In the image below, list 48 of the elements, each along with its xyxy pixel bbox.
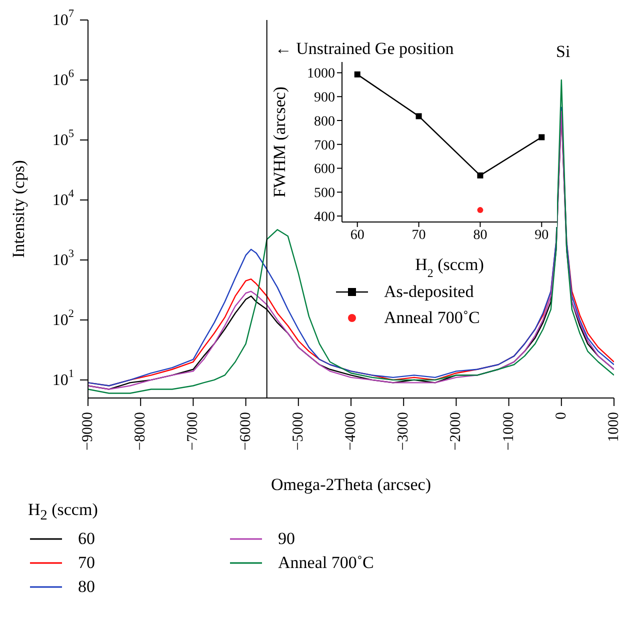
y-axis-title: FWHM (arcsec) xyxy=(270,86,290,198)
y-tick-label: 800 xyxy=(314,114,335,130)
y-tick-label: 1000 xyxy=(307,66,335,82)
x-tick-label: −6000 xyxy=(238,412,254,450)
point xyxy=(538,134,545,140)
y-tick-label: 700 xyxy=(314,138,335,154)
legend-title: H$_{2}$ (sccm) xyxy=(28,499,99,526)
y-tick-label: 10$^{6}$ xyxy=(52,68,74,88)
x-tick-label: −9000 xyxy=(80,412,96,450)
y-tick-label: 900 xyxy=(314,90,335,106)
y-tick-label: 600 xyxy=(314,162,335,178)
legend-label: Anneal 700˚C xyxy=(384,307,480,329)
x-tick-label: −7000 xyxy=(185,412,202,450)
y-tick-label: 500 xyxy=(314,186,335,202)
legend-label: As-deposited xyxy=(384,281,474,303)
point xyxy=(477,207,484,214)
y-tick-label: 10$^{4}$ xyxy=(52,188,74,208)
y-tick-label: 10$^{3}$ xyxy=(52,248,74,268)
x-tick-label: 90 xyxy=(534,228,549,243)
x-tick-label: 0 xyxy=(553,412,570,420)
point xyxy=(477,172,484,178)
point xyxy=(416,113,422,120)
y-axis-title: Intensity (cps) xyxy=(9,160,28,258)
ref-line-label: ← Unstrained Ge position xyxy=(274,39,454,58)
legend-label: 80 xyxy=(78,576,95,598)
x-tick-label: −3000 xyxy=(396,412,412,450)
y-tick-label: 10$^{2}$ xyxy=(52,308,74,328)
legend-label: Anneal 700˚C xyxy=(278,552,374,574)
x-tick-label: −1000 xyxy=(500,412,517,450)
y-tick-label: 10$^{5}$ xyxy=(52,128,74,148)
x-tick-label: −4000 xyxy=(343,412,359,450)
x-tick-label: 60 xyxy=(350,228,364,243)
x-axis-title: H$_{2}$ (sccm) xyxy=(415,255,484,280)
y-tick-label: 10$^{1}$ xyxy=(52,368,74,388)
y-tick-label: 10$^{7}$ xyxy=(52,8,74,28)
x-tick-label: −8000 xyxy=(132,412,149,450)
x-tick-label: 70 xyxy=(412,228,426,243)
point xyxy=(354,71,360,78)
annotation: Si xyxy=(556,42,570,62)
x-axis-title: Omega-2Theta (arcsec) xyxy=(271,475,431,494)
x-tick-label: 1000 xyxy=(606,412,622,442)
legend-label: 70 xyxy=(78,552,95,574)
x-tick-label: −5000 xyxy=(290,412,306,450)
x-tick-label: 80 xyxy=(473,228,488,243)
legend-label: 90 xyxy=(278,528,295,550)
legend-label: 60 xyxy=(78,528,95,550)
y-tick-label: 400 xyxy=(314,210,335,225)
x-tick-label: −2000 xyxy=(448,412,464,450)
